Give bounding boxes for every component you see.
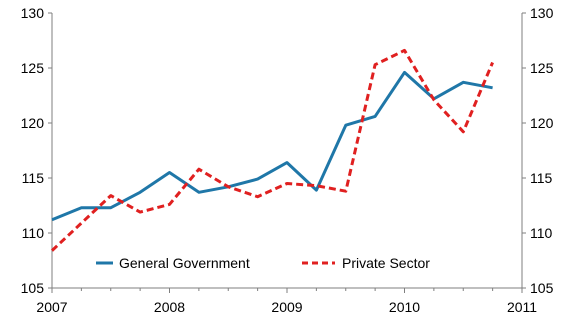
data-point-private-sector bbox=[197, 168, 200, 171]
data-point-private-sector bbox=[462, 130, 465, 133]
series-line-private-sector bbox=[50, 48, 494, 252]
data-point-general-government bbox=[286, 161, 289, 164]
data-point-private-sector bbox=[403, 49, 406, 52]
y-tick-label-right: 125 bbox=[530, 60, 554, 76]
data-point-general-government bbox=[315, 189, 318, 192]
data-point-general-government bbox=[491, 86, 494, 89]
y-tick-label-right: 130 bbox=[530, 5, 554, 21]
data-point-private-sector bbox=[168, 203, 171, 206]
y-tick-label-left: 125 bbox=[21, 60, 45, 76]
y-tick-label-left: 115 bbox=[22, 170, 45, 186]
legend-label-private-sector: Private Sector bbox=[342, 255, 430, 271]
data-point-private-sector bbox=[227, 185, 230, 188]
series-layer bbox=[50, 48, 494, 252]
data-point-private-sector bbox=[315, 184, 318, 187]
data-point-general-government bbox=[462, 81, 465, 84]
y-tick-label-right: 120 bbox=[530, 115, 554, 131]
data-point-private-sector bbox=[374, 63, 377, 66]
data-point-private-sector bbox=[344, 190, 347, 193]
y-tick-label-left: 130 bbox=[21, 5, 45, 21]
x-tick-label: 2007 bbox=[36, 299, 67, 315]
x-tick-label: 2008 bbox=[154, 299, 185, 315]
data-point-private-sector bbox=[256, 195, 259, 198]
data-point-private-sector bbox=[139, 211, 142, 214]
y-tick-label-left: 120 bbox=[21, 115, 45, 131]
data-point-general-government bbox=[256, 178, 259, 181]
y-tick-label-right: 115 bbox=[530, 170, 553, 186]
x-tick-label: 2009 bbox=[271, 299, 302, 315]
axes: 105 105 110 110 115 115 120 120 125 125 130 130 2007… bbox=[21, 5, 554, 315]
series-line-general-government bbox=[51, 70, 493, 222]
data-point-private-sector bbox=[432, 98, 435, 101]
data-point-general-government bbox=[139, 191, 142, 194]
data-point-private-sector bbox=[51, 249, 54, 252]
x-tick-label: 2011 bbox=[507, 299, 537, 315]
data-point-private-sector bbox=[491, 61, 494, 64]
legend: General Government Private Sector bbox=[96, 255, 430, 271]
x-tick-label: 2010 bbox=[389, 299, 420, 315]
data-point-private-sector bbox=[80, 222, 83, 225]
legend-label-general-government: General Government bbox=[119, 255, 250, 271]
data-point-general-government bbox=[197, 191, 200, 194]
data-point-private-sector bbox=[286, 182, 289, 185]
data-point-general-government bbox=[374, 115, 377, 118]
y-tick-label-right: 105 bbox=[530, 280, 554, 296]
data-point-general-government bbox=[80, 206, 83, 209]
y-tick-label-left: 110 bbox=[22, 225, 45, 241]
y-tick-label-left: 105 bbox=[21, 280, 45, 296]
data-point-private-sector bbox=[109, 194, 112, 197]
data-point-general-government bbox=[344, 124, 347, 127]
data-point-general-government bbox=[51, 218, 54, 221]
data-point-general-government bbox=[403, 71, 406, 74]
data-point-general-government bbox=[109, 206, 112, 209]
data-point-general-government bbox=[168, 171, 171, 174]
y-tick-label-right: 110 bbox=[530, 225, 553, 241]
